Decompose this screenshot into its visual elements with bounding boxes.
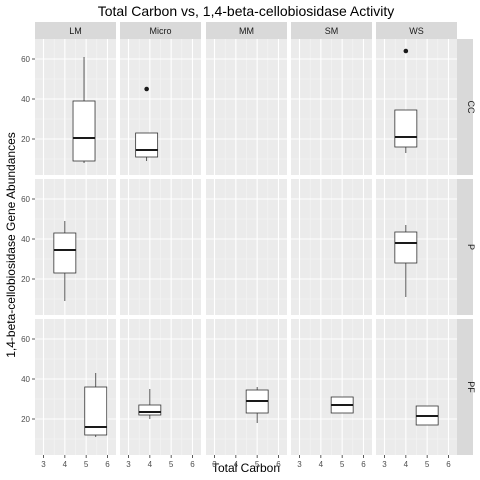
box bbox=[135, 132, 159, 158]
column-strip-label-MM: MM bbox=[239, 26, 254, 36]
y-tick-label: 40 bbox=[21, 235, 30, 244]
row-strip-P bbox=[457, 179, 473, 315]
boxplot-PF-LM bbox=[84, 373, 108, 437]
y-tick-label: 20 bbox=[21, 135, 30, 144]
box bbox=[53, 232, 77, 274]
x-tick-label: 3 bbox=[297, 460, 302, 469]
outlier-point bbox=[144, 86, 149, 92]
y-tick-label: 40 bbox=[21, 95, 30, 104]
boxplot-CC-WS bbox=[394, 48, 418, 153]
x-tick-label: 4 bbox=[319, 460, 324, 469]
plot-area: LM Micro MM SM WS CC P PF 20 40 60 20 40 60 20 40 60 3 4 5 6… bbox=[21, 22, 476, 469]
y-axis-label: 1,4-beta-cellobiosidase Gene Abundances bbox=[4, 132, 18, 358]
x-axis-label: Total Carbon bbox=[212, 461, 280, 475]
x-tick-label: 4 bbox=[404, 460, 409, 469]
box bbox=[394, 231, 418, 264]
x-tick-label: 6 bbox=[446, 460, 451, 469]
x-tick-label: 6 bbox=[276, 460, 281, 469]
boxplot-P-WS bbox=[394, 225, 418, 297]
column-strip-label-SM: SM bbox=[325, 26, 339, 36]
x-tick-label: 3 bbox=[41, 460, 46, 469]
outlier-point bbox=[403, 48, 409, 54]
row-strip-label-CC: CC bbox=[466, 101, 476, 114]
boxplot-PF-WS bbox=[415, 405, 439, 426]
chart-title: Total Carbon vs, 1,4-beta-cellobiosidase… bbox=[98, 3, 394, 19]
x-tick-label: 5 bbox=[425, 460, 430, 469]
row-strip-CC bbox=[457, 39, 473, 175]
column-strip-WS bbox=[376, 22, 457, 39]
y-tick-label: 20 bbox=[21, 415, 30, 424]
x-tick-label: 6 bbox=[105, 460, 110, 469]
row-strip-label-P: P bbox=[466, 244, 476, 250]
x-tick-label: 6 bbox=[190, 460, 195, 469]
y-tick-label: 60 bbox=[21, 55, 30, 64]
box bbox=[394, 109, 418, 148]
boxplot-PF-MM bbox=[245, 387, 269, 423]
y-tick-label: 40 bbox=[21, 375, 30, 384]
row-strip-PF bbox=[457, 319, 473, 455]
column-strip-label-Micro: Micro bbox=[150, 26, 172, 36]
x-tick-label: 5 bbox=[169, 460, 174, 469]
y-tick-label: 20 bbox=[21, 275, 30, 284]
x-tick-label: 5 bbox=[255, 460, 260, 469]
box bbox=[84, 386, 108, 436]
column-strip-label-WS: WS bbox=[409, 26, 424, 36]
column-strip-SM bbox=[291, 22, 372, 39]
column-strip-MM bbox=[206, 22, 287, 39]
x-tick-label: 4 bbox=[148, 460, 153, 469]
y-tick-label: 60 bbox=[21, 195, 30, 204]
boxplot-PF-SM bbox=[330, 396, 354, 414]
box bbox=[72, 100, 96, 162]
column-strip-Micro bbox=[120, 22, 201, 39]
boxplot-P-LM bbox=[53, 221, 77, 301]
boxplot-CC-Micro bbox=[135, 86, 159, 161]
x-tick-label: 5 bbox=[340, 460, 345, 469]
x-tick-label: 3 bbox=[212, 460, 217, 469]
y-tick-label: 60 bbox=[21, 335, 30, 344]
boxplot-CC-LM bbox=[72, 57, 96, 163]
column-strip-LM bbox=[35, 22, 116, 39]
x-tick-label: 4 bbox=[234, 460, 239, 469]
column-strip-label-LM: LM bbox=[69, 26, 82, 36]
x-tick-label: 4 bbox=[63, 460, 68, 469]
boxplot-PF-Micro bbox=[138, 389, 162, 419]
x-tick-label: 3 bbox=[382, 460, 387, 469]
x-tick-label: 3 bbox=[126, 460, 131, 469]
x-tick-label: 5 bbox=[84, 460, 89, 469]
box bbox=[138, 404, 162, 416]
x-tick-label: 6 bbox=[361, 460, 366, 469]
row-strip-label-PF: PF bbox=[466, 381, 476, 393]
